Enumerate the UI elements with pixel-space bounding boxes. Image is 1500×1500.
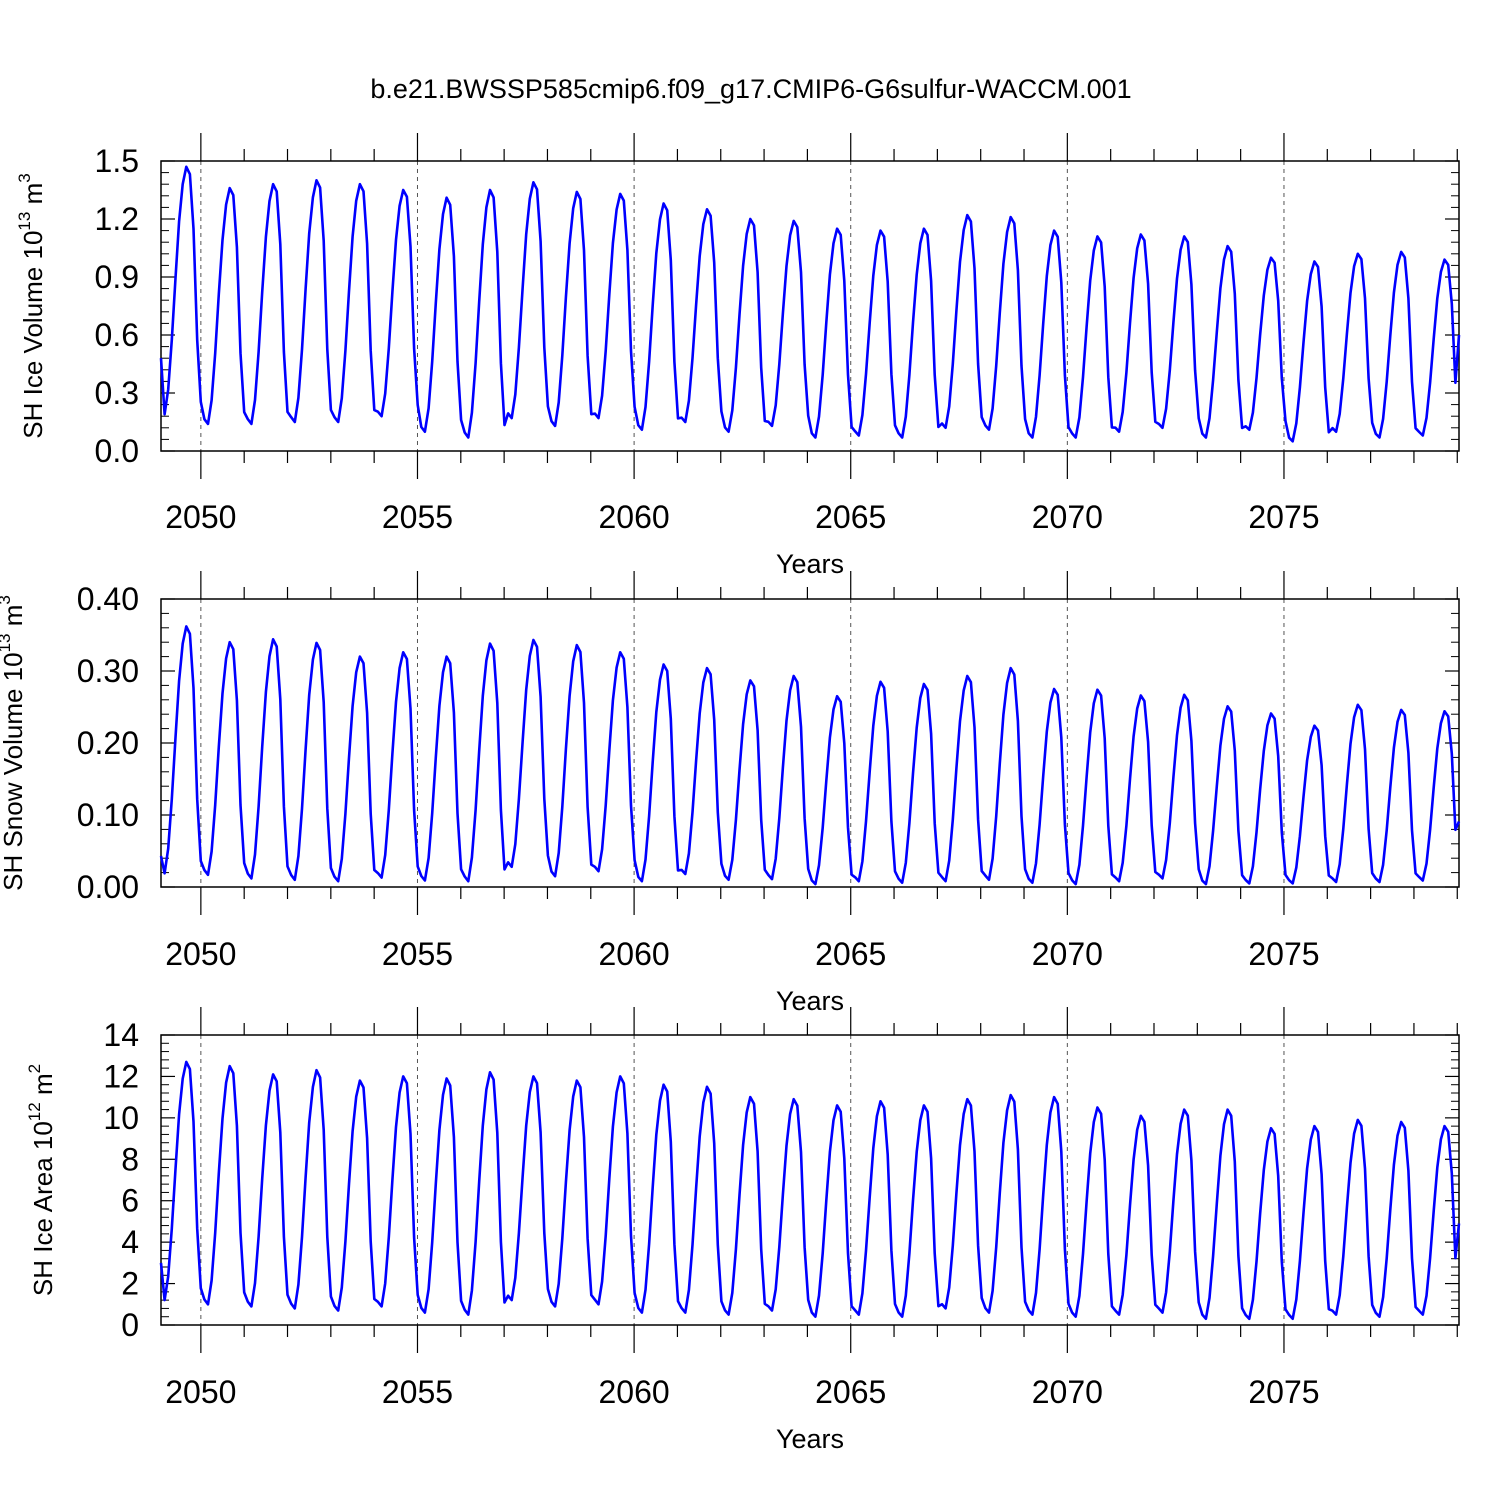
y-axis-label: SH Ice Volume 1013 m3 — [15, 173, 48, 438]
x-tick-label: 2075 — [1248, 1374, 1319, 1410]
y-tick-label: 1.5 — [95, 143, 139, 179]
y-tick-label: 14 — [103, 1017, 139, 1053]
x-axis-label: Years — [776, 1424, 844, 1454]
y-tick-label: 0.6 — [95, 317, 139, 353]
series-line — [159, 625, 1461, 886]
y-tick-label: 12 — [103, 1058, 139, 1094]
y-tick-label: 4 — [121, 1224, 139, 1260]
series-line — [159, 1060, 1461, 1321]
x-tick-label: 2075 — [1248, 499, 1319, 535]
y-axis-label: SH Snow Volume 1013 m3 — [0, 595, 28, 891]
x-tick-label: 2060 — [599, 936, 670, 972]
y-tick-label: 0.3 — [95, 375, 139, 411]
x-tick-label: 2050 — [165, 936, 236, 972]
x-tick-label: 2060 — [599, 499, 670, 535]
panel-ice-area: 0 2 4 6 8 10 12 14 2050 2055 2060 2065 2070 2075 Years… — [25, 1007, 1461, 1454]
y-tick-label: 1.2 — [95, 201, 139, 237]
y-tick-label: 0.9 — [95, 259, 139, 295]
x-tick-label: 2070 — [1032, 1374, 1103, 1410]
plot-frame — [160, 160, 1460, 452]
x-tick-label: 2065 — [815, 499, 886, 535]
series-line — [159, 165, 1461, 443]
x-axis-label: Years — [776, 549, 844, 579]
x-axis-label: Years — [776, 986, 844, 1016]
x-tick-label: 2055 — [382, 499, 453, 535]
x-tick-label: 2055 — [382, 1374, 453, 1410]
y-tick-label: 0.40 — [77, 581, 139, 617]
x-tick-label: 2055 — [382, 936, 453, 972]
y-tick-label: 6 — [121, 1183, 139, 1219]
plot-frame — [160, 1034, 1460, 1326]
x-tick-label: 2075 — [1248, 936, 1319, 972]
y-tick-label: 8 — [121, 1141, 139, 1177]
figure-title: b.e21.BWSSP585cmip6.f09_g17.CMIP6-G6sulf… — [370, 74, 1131, 104]
y-tick-label: 0.0 — [95, 433, 139, 469]
y-tick-label: 2 — [121, 1266, 139, 1302]
x-tick-label: 2060 — [599, 1374, 670, 1410]
x-tick-label: 2050 — [165, 499, 236, 535]
x-tick-label: 2065 — [815, 1374, 886, 1410]
x-tick-label: 2070 — [1032, 499, 1103, 535]
panel-snow-volume: 0.00 0.10 0.20 0.30 0.40 2050 2055 2060 2065 2070… — [0, 571, 1461, 1016]
y-tick-label: 0.30 — [77, 653, 139, 689]
x-tick-label: 2065 — [815, 936, 886, 972]
y-tick-label: 0.20 — [77, 725, 139, 761]
x-tick-label: 2070 — [1032, 936, 1103, 972]
x-tick-label: 2050 — [165, 1374, 236, 1410]
y-tick-label: 0.00 — [77, 869, 139, 905]
y-tick-label: 10 — [103, 1100, 139, 1136]
y-tick-label: 0.10 — [77, 797, 139, 833]
y-tick-label: 0 — [121, 1307, 139, 1343]
y-axis-label: SH Ice Area 1012 m2 — [25, 1064, 58, 1296]
panel-ice-volume: 0.0 0.3 0.6 0.9 1.2 1.5 2050 2055 2060 2065 2070 20… — [15, 133, 1461, 579]
